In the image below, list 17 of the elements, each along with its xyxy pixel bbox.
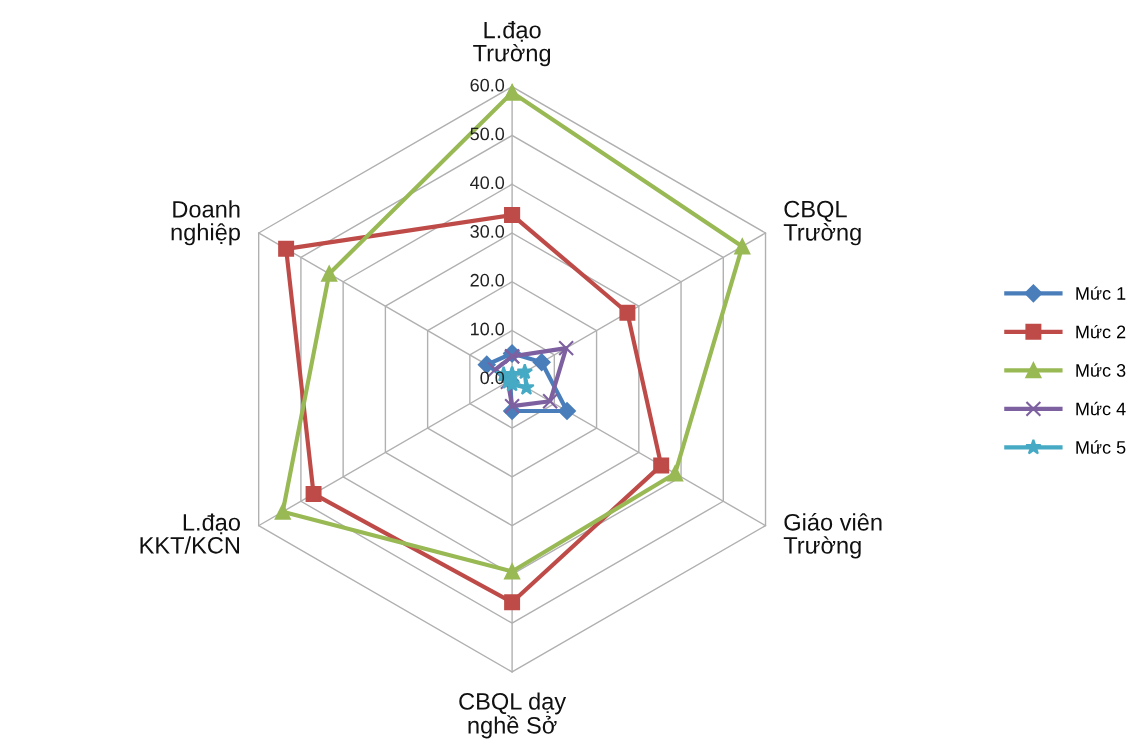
- spoke-label: Giáo viên Trường: [783, 513, 882, 559]
- legend-label: Mức 2: [1076, 324, 1126, 339]
- spoke-label: L.đạo Trường: [473, 21, 551, 67]
- y-tick-label: 20.0: [470, 273, 505, 287]
- y-tick-label: 50.0: [470, 127, 505, 141]
- spoke-label: Doanh nghiệp: [171, 200, 240, 246]
- y-tick-label: 30.0: [470, 225, 505, 238]
- y-tick-label: 60.0: [470, 78, 505, 92]
- legend-label: Mức 3: [1076, 363, 1126, 377]
- legend-label: Mức 4: [1076, 401, 1126, 416]
- legend-label: Mức 5: [1076, 440, 1126, 454]
- y-tick-label: 10.0: [471, 322, 505, 336]
- spoke-label: CBQL Trường: [783, 200, 861, 246]
- legend-label: Mức 1: [1076, 286, 1126, 300]
- y-tick-label: 40.0: [470, 176, 505, 190]
- spoke-label: L.đạo KKT/KCN: [140, 513, 240, 554]
- spoke-label: CBQL dạy nghề Sở: [459, 692, 567, 739]
